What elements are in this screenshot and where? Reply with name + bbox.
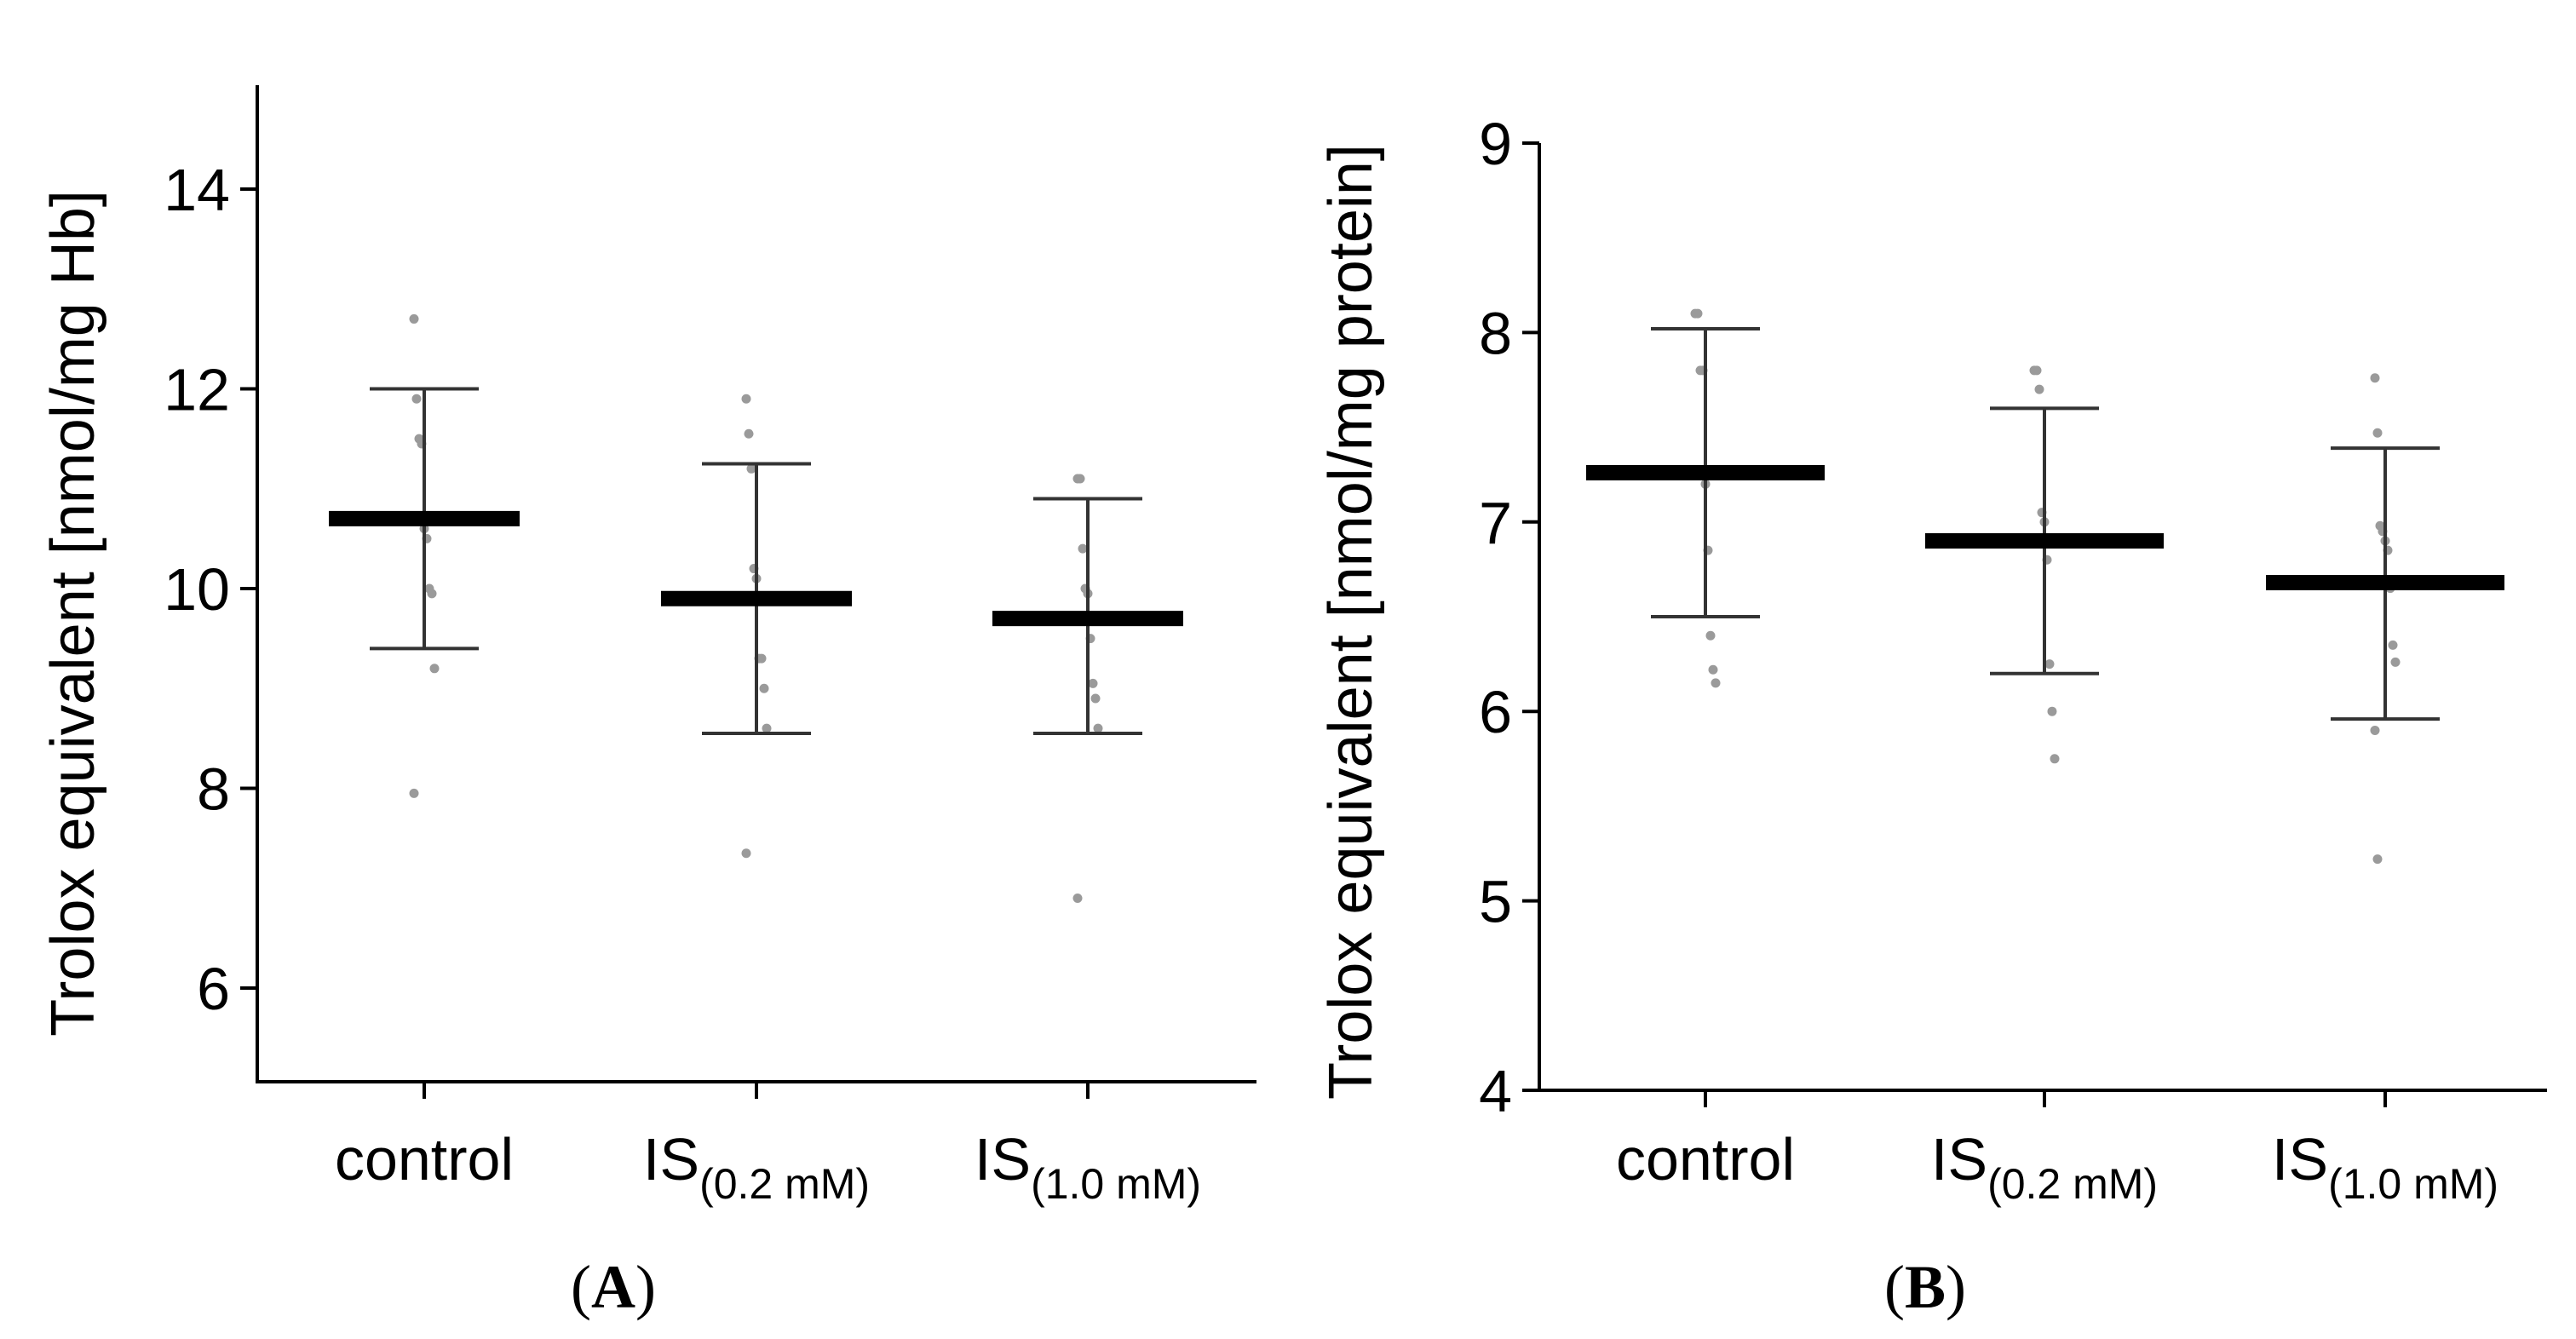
panel-a-data-point [409,788,419,798]
panel-a-data-point [1090,693,1101,704]
panel-a-data-point [427,589,437,599]
panel-b-data-point [2034,384,2044,394]
panel-a-data-point [759,683,769,693]
panel-a-data-point [1075,474,1085,484]
panel-b-data-point [2390,657,2401,667]
panel-a-y-axis-title: Trolox equivalent [nmol/mg Hb] [39,190,107,1037]
panel-b-data-point [2372,428,2383,438]
panel-b-label: (B) [1884,1253,1966,1321]
panel-b-data-point [2047,706,2057,716]
panel-a-data-point [1088,678,1098,688]
panel-a-y-tick-label: 6 [197,956,230,1022]
panel-b-chart: Trolox equivalent [nmol/mg protein] 4 5 6 7… [1317,111,2547,1321]
panel-b-y-tick-label: 4 [1479,1058,1512,1124]
panel-a-data-point [741,394,751,404]
panel-a-mean-bars [329,510,1183,627]
panel-b-category-label: IS(1.0 mM) [2272,1126,2498,1208]
panel-b-data-point [2388,640,2398,650]
panel-a-y-ticks: 6 8 10 12 14 [164,157,257,1022]
panel-b-data-point [2370,725,2380,735]
panel-a-category-label: IS(0.2 mM) [643,1126,870,1208]
panel-b-data-point [2370,373,2380,383]
panel-b-y-tick-label: 5 [1479,869,1512,935]
panel-a-data-point [411,394,422,404]
panel-b-category-label: IS(0.2 mM) [1931,1126,2158,1208]
panel-a-label: (A) [571,1253,656,1321]
panel-a-error-bars [370,387,1142,736]
panel-a-data-point [1078,543,1088,554]
panel-b-category-labels: control IS(0.2 mM) IS(1.0 mM) [1616,1126,2498,1208]
panel-b-data-point [2372,854,2383,865]
panel-a-chart: Trolox equivalent [nmol/mg Hb] 68101214 … [39,85,1256,1321]
panel-b-y-tick-label: 9 [1479,111,1512,177]
panel-a-category-label: IS(1.0 mM) [975,1126,1201,1208]
panel-b-data-point [2050,754,2060,764]
panel-a-data-point [744,428,754,439]
panel-a-data-point [429,664,440,674]
panel-b-data-point [1705,630,1716,641]
panel-b-error-bars [1651,326,2440,721]
panel-a-data-point [409,313,419,324]
panel-b-y-tick-label: 8 [1479,300,1512,366]
panel-a-data-point [1072,893,1083,903]
panel-a-data-point [746,463,756,474]
panel-b-data-point [1708,664,1718,675]
panel-a-data-point [1093,723,1103,733]
panel-a-data-point [762,723,772,733]
panel-a-category-label: control [335,1126,514,1192]
panel-b-category-label: control [1616,1126,1795,1192]
panel-b-data-point [1693,308,1703,319]
panel-b-x-ticks [1704,1090,2387,1107]
panel-a-y-tick-label: 14 [164,157,230,223]
panel-a-data-point [741,848,751,859]
panel-a-x-ticks [423,1082,1090,1099]
panel-b-mean-bars [1586,464,2504,590]
panel-b-y-axis-title: Trolox equivalent [nmol/mg protein] [1317,144,1385,1100]
panel-b-data-point [2044,659,2055,670]
panel-b-data-point [1711,678,1721,688]
panel-b-data-point [2032,365,2042,376]
panel-a-category-labels: control IS(0.2 mM) IS(1.0 mM) [335,1126,1201,1208]
panel-a-y-tick-label: 8 [197,756,230,823]
panel-b-y-ticks: 4 5 6 7 8 9 [1479,111,1539,1124]
panel-b-y-tick-label: 7 [1479,490,1512,556]
panel-b-y-tick-label: 6 [1479,679,1512,745]
panel-a-data-point [756,653,767,664]
panel-a-data-points [409,313,1103,903]
panel-a-y-tick-label: 10 [164,556,230,623]
panel-a-y-tick-label: 12 [164,357,230,423]
